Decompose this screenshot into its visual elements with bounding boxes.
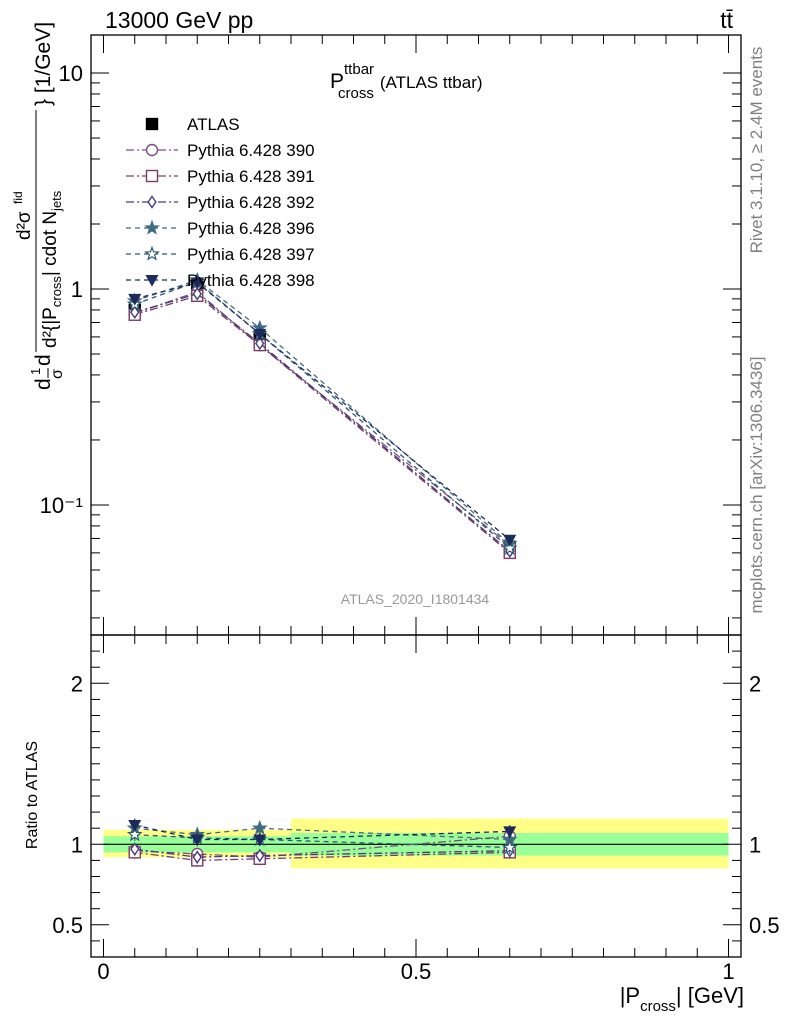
main-panel: 10 1 10⁻¹ Pttbar cross(ATLAS ttbar) ATLAS_2…	[11, 22, 742, 636]
legend-entry-pythia-6-428-398: Pythia 6.428 398	[126, 271, 315, 290]
data-point	[503, 534, 517, 547]
ratio-y-tick-label: 0.5	[52, 913, 83, 938]
series-pythia-6-428-391	[128, 289, 516, 560]
main-plot-title: Pttbar cross(ATLAS ttbar)	[330, 61, 483, 102]
ratio-panel: 2 2 1 1 0.5 0.5 0 0.5 1 Ratio to ATLAS |Pcross|…	[24, 634, 780, 1015]
svg-text:d²σ: d²σ	[14, 211, 35, 240]
legend-marker	[144, 245, 160, 261]
series-line	[134, 295, 511, 554]
ratio-data-point	[190, 834, 204, 847]
legend-marker	[145, 275, 159, 287]
ratio-series-line	[134, 827, 510, 841]
legend-label: Pythia 6.428 397	[187, 245, 315, 264]
legend: ATLAS Pythia 6.428 390 Pythia 6.428 391 Pyt…	[126, 115, 315, 290]
ratio-data-point	[255, 848, 265, 863]
legend-marker	[145, 169, 159, 183]
ratio-data-point	[126, 826, 143, 842]
ratio-data-point	[128, 819, 142, 832]
x-axis-label: |Pcross| [GeV]	[620, 983, 744, 1015]
series-line	[134, 293, 511, 552]
legend-label: ATLAS	[187, 115, 240, 134]
mcplots-label: mcplots.cern.ch [arXiv:1306.3436]	[747, 356, 766, 613]
ratio-y-tick-label-right: 2	[749, 671, 761, 696]
ratio-y-axis-label: Ratio to ATLAS	[24, 741, 41, 849]
ratio-plot-frame	[90, 634, 742, 958]
svg-text:} [1/GeV]: } [1/GeV]	[32, 22, 55, 106]
legend-label: Pythia 6.428 398	[187, 271, 315, 290]
ratio-data-point	[503, 826, 517, 839]
header-beam-label: 13000 GeV pp	[105, 7, 253, 33]
ratio-y-tick-label: 1	[71, 832, 83, 857]
svg-text:fid: fid	[11, 191, 25, 204]
legend-marker	[145, 143, 159, 157]
data-point	[190, 277, 204, 290]
analysis-watermark: ATLAS_2020_I1801434	[341, 591, 490, 607]
svg-text:σ: σ	[49, 369, 66, 379]
main-y-tick-label: 10⁻¹	[40, 493, 83, 518]
ratio-y-tick-label-right: 0.5	[749, 913, 780, 938]
series-pythia-6-428-397	[126, 273, 518, 555]
legend-label: Pythia 6.428 391	[187, 167, 315, 186]
ratio-series-line	[134, 833, 510, 849]
ratio-series-pythia-6-428-392	[130, 842, 515, 864]
ratio-data-point	[253, 834, 267, 847]
series-line	[134, 291, 511, 546]
legend-entry-pythia-6-428-396: Pythia 6.428 396	[126, 219, 315, 238]
data-point	[128, 293, 142, 306]
data-point	[501, 539, 518, 555]
legend-label: Pythia 6.428 390	[187, 141, 315, 160]
data-point	[130, 305, 140, 320]
data-point	[192, 287, 202, 301]
ratio-data-point	[251, 819, 268, 835]
main-y-tick-label: 1	[71, 277, 83, 302]
series-pythia-6-428-398	[128, 277, 517, 547]
ratio-data-point	[501, 839, 518, 855]
ratio-data-point	[192, 850, 202, 864]
svg-text:d: d	[32, 354, 55, 366]
legend-marker	[145, 117, 159, 131]
legend-entry-pythia-6-428-397: Pythia 6.428 397	[126, 245, 315, 264]
legend-label: Pythia 6.428 396	[187, 219, 315, 238]
ratio-data-point	[130, 842, 140, 856]
legend-entry-pythia-6-428-392: Pythia 6.428 392	[126, 193, 315, 212]
legend-label: Pythia 6.428 392	[187, 193, 315, 212]
legend-marker	[144, 219, 160, 235]
x-tick-label: 0.5	[401, 959, 432, 984]
ratio-series-pythia-6-428-398	[128, 818, 517, 847]
x-tick-label: 0	[97, 959, 109, 984]
header-process-label: tt̄	[720, 7, 733, 33]
series-atlas	[128, 280, 516, 554]
data-point	[253, 328, 267, 341]
legend-entry-pythia-6-428-391: Pythia 6.428 391	[126, 167, 315, 186]
ratio-y-tick-label: 2	[71, 671, 83, 696]
series-line	[134, 279, 511, 545]
series-pythia-6-428-392	[130, 287, 515, 559]
x-tick-label: 1	[722, 959, 734, 984]
legend-entry-pythia-6-428-390: Pythia 6.428 390	[126, 141, 315, 160]
data-point	[255, 336, 265, 351]
svg-text:d: d	[32, 378, 55, 390]
legend-entry-atlas: ATLAS	[145, 115, 240, 134]
main-y-tick-label: 10	[59, 61, 83, 86]
series-pythia-6-428-390	[128, 285, 516, 552]
legend-marker	[147, 195, 157, 209]
series-line	[134, 281, 511, 541]
ratio-y-tick-label-right: 1	[749, 832, 761, 857]
rivet-version-label: Rivet 3.1.10, ≥ 2.4M events	[747, 47, 766, 254]
series-line	[134, 281, 511, 549]
svg-text:1: 1	[28, 368, 43, 375]
main-y-axis-label: d 1 σ d d²σ fid d²{|Pcross| cdot Njets }…	[11, 22, 66, 390]
svg-text:d²{|Pcross| cdot Njets: d²{|Pcross| cdot Njets	[40, 190, 64, 348]
